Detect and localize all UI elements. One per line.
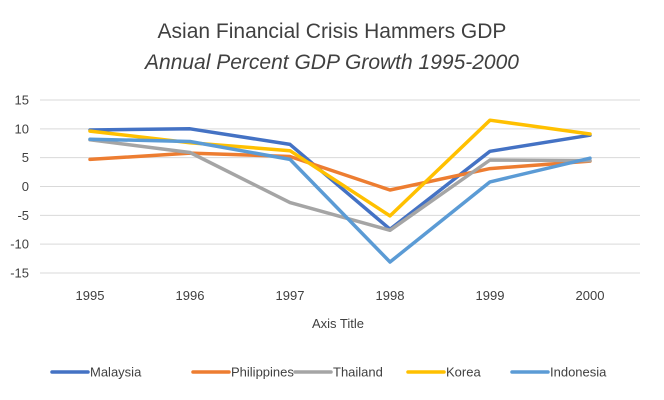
series-line-philippines[interactable] — [88, 151, 592, 192]
y-tick-label: 10 — [15, 121, 29, 136]
x-tick-label: 1999 — [476, 288, 505, 303]
y-tick-label: 0 — [22, 179, 29, 194]
x-tick-label: 1998 — [376, 288, 405, 303]
y-tick-label: 15 — [15, 93, 29, 108]
x-axis-ticks: 1995 1996 1997 1998 1999 2000 — [76, 288, 605, 303]
legend-item-korea[interactable]: Korea — [406, 365, 481, 380]
x-tick-label: 1996 — [176, 288, 205, 303]
y-axis-ticks: 15 10 5 0 -5 -10 -15 — [10, 93, 29, 281]
x-axis-title: Axis Title — [312, 316, 364, 331]
y-tick-label: 5 — [22, 150, 29, 165]
series-line-malaysia[interactable] — [88, 127, 592, 231]
x-tick-label: 1997 — [276, 288, 305, 303]
series-line-thailand[interactable] — [88, 138, 592, 233]
legend-label: Thailand — [333, 365, 383, 380]
series-lines — [88, 118, 592, 264]
legend-item-malaysia[interactable]: Malaysia — [50, 365, 142, 380]
y-tick-label: -5 — [17, 208, 29, 223]
legend-label: Philippines — [231, 365, 294, 380]
legend-label: Malaysia — [90, 365, 142, 380]
legend-item-thailand[interactable]: Thailand — [293, 365, 383, 380]
chart-subtitle: Annual Percent GDP Growth 1995-2000 — [143, 51, 519, 74]
y-tick-label: -15 — [10, 266, 29, 281]
x-tick-label: 2000 — [576, 288, 605, 303]
legend-label: Korea — [446, 365, 481, 380]
legend-label: Indonesia — [550, 365, 607, 380]
y-tick-label: -10 — [10, 237, 29, 252]
x-tick-label: 1995 — [76, 288, 105, 303]
legend-item-philippines[interactable]: Philippines — [191, 365, 294, 380]
chart-title: Asian Financial Crisis Hammers GDP — [158, 20, 507, 43]
series-line-indonesia[interactable] — [88, 137, 592, 264]
legend-item-indonesia[interactable]: Indonesia — [510, 365, 607, 380]
legend[interactable]: Malaysia Philippines Thailand Korea Indonesi… — [50, 365, 607, 380]
